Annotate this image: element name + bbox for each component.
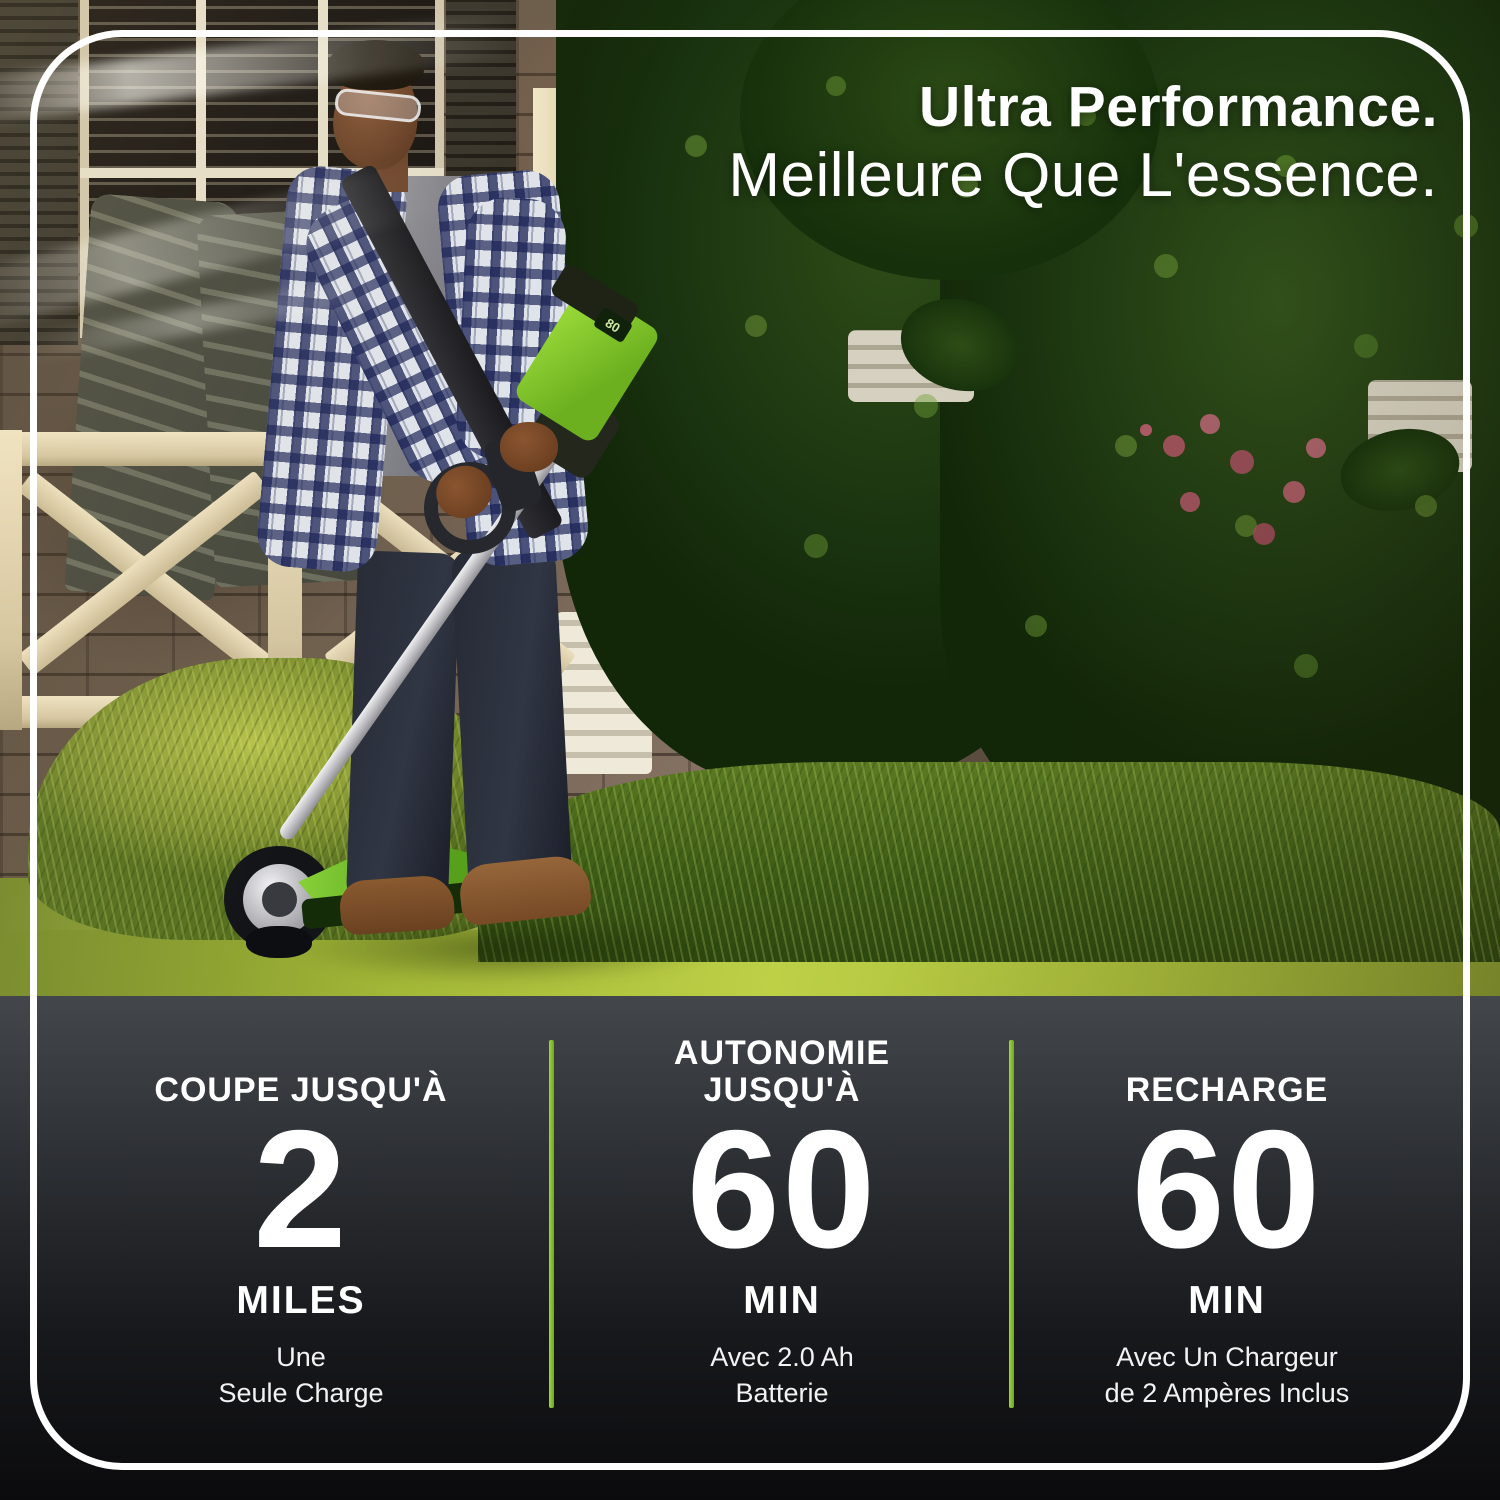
stat-runtime: AUTONOMIE JUSQU'À 60 MIN Avec 2.0 Ah Bat… <box>552 996 1012 1500</box>
stat-value: 60 <box>686 1095 878 1283</box>
headline-line1: Ultra Performance. <box>918 75 1438 139</box>
window-shutter-left <box>0 0 78 345</box>
stat-unit: MILES <box>236 1278 366 1322</box>
warm-tone-overlay <box>0 0 1500 996</box>
green-divider <box>549 1040 554 1408</box>
stat-value: 2 <box>253 1095 349 1283</box>
bush <box>740 0 1160 280</box>
stat-unit: MIN <box>743 1278 821 1322</box>
trimmer-spool-knob <box>246 926 312 958</box>
stats-row: COUPE JUSQU'À 2 MILES Une Seule Charge A… <box>0 996 1500 1500</box>
stat-label: AUTONOMIE JUSQU'À <box>673 1034 891 1109</box>
stat-note: Avec Un Chargeur de 2 Ampères Inclus <box>1104 1341 1350 1408</box>
pink-flowers <box>1140 424 1152 436</box>
headline: Ultra Performance. Meilleure Que L'essen… <box>728 76 1438 210</box>
stat-note: Une Seule Charge <box>218 1341 384 1408</box>
headline-line2: Meilleure Que L'essence. <box>728 140 1438 210</box>
stats-panel: COUPE JUSQU'À 2 MILES Une Seule Charge A… <box>0 996 1500 1500</box>
stat-recharge: RECHARGE 60 MIN Avec Un Chargeur de 2 Am… <box>1012 996 1500 1500</box>
green-divider <box>1009 1040 1014 1408</box>
hero-photo: 80 Ultra Performance. Meilleure Que L'es… <box>0 0 1500 996</box>
stat-label: RECHARGE <box>1125 1070 1329 1109</box>
window-mullion <box>80 168 444 178</box>
railing-post <box>0 430 22 730</box>
stat-value: 60 <box>1131 1095 1323 1283</box>
stat-note: Avec 2.0 Ah Batterie <box>710 1341 854 1408</box>
stat-unit: MIN <box>1188 1278 1266 1322</box>
stat-cut-distance: COUPE JUSQU'À 2 MILES Une Seule Charge <box>0 996 552 1500</box>
stat-label: COUPE JUSQU'À <box>154 1070 448 1109</box>
man-right-hand <box>500 422 558 472</box>
trimmer-spool-hub <box>262 882 297 917</box>
